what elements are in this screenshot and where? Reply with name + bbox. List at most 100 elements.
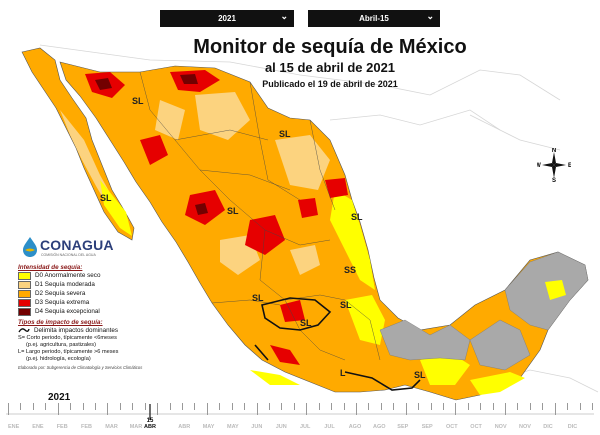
chevron-down-icon: ⌄ xyxy=(280,11,288,21)
water-drop-icon xyxy=(23,237,37,257)
timeline-month-label[interactable]: DIC xyxy=(567,424,578,430)
timeline-tick xyxy=(592,403,593,410)
timeline-tick xyxy=(70,403,72,410)
timeline-tick xyxy=(206,403,208,415)
timeline-month-label[interactable]: MAR xyxy=(129,424,143,430)
legend-swatch xyxy=(18,289,31,298)
timeline-tick xyxy=(268,403,270,410)
map-label: SL xyxy=(252,293,264,303)
legend-swatch xyxy=(18,271,31,280)
timeline-tick xyxy=(244,403,246,410)
conagua-logo: CONAGUA COMISIÓN NACIONAL DEL AGUA xyxy=(21,236,114,260)
compass-w: W xyxy=(537,163,541,169)
impact-boundary-label: Delimita impactos dominantes xyxy=(34,327,118,334)
timeline-tick xyxy=(281,403,283,410)
timeline-month-label[interactable]: ABR xyxy=(178,424,191,430)
map-label: SL xyxy=(279,129,291,139)
timeline-month-label[interactable]: OCT xyxy=(446,424,458,430)
impact-heading: Tipos de impacto de sequía: xyxy=(18,319,103,326)
credit-text: Elaborado por: Subgerencia de Climatolog… xyxy=(18,365,143,370)
timeline-tick xyxy=(505,403,506,415)
compass-e: E xyxy=(568,163,571,169)
timeline-tick xyxy=(380,403,382,410)
timeline-current-day: 15 xyxy=(146,418,154,424)
legend-item: D3 Sequía extrema xyxy=(18,298,198,307)
chevron-down-icon: ⌄ xyxy=(426,11,434,21)
map-label: SL xyxy=(100,193,112,203)
timeline-tick xyxy=(157,403,159,415)
timeline-month-label[interactable]: MAY xyxy=(202,424,215,430)
timeline-tick xyxy=(182,403,183,410)
timeline-month-label[interactable]: MAR xyxy=(105,424,118,430)
timeline-month-label[interactable]: NOV xyxy=(494,424,507,430)
intensity-heading: Intensidad de sequía: xyxy=(18,264,83,271)
timeline-month-label[interactable]: NOV xyxy=(519,424,531,430)
legend-swatch xyxy=(18,280,31,289)
timeline-month-label[interactable]: FEB xyxy=(81,424,92,430)
timeline-tick xyxy=(231,403,233,410)
legend-swatch xyxy=(18,307,31,316)
legend: Intensidad de sequía: D0 Anormalmente se… xyxy=(18,264,198,370)
timeline-tick xyxy=(318,403,320,410)
legend-swatch xyxy=(18,298,31,307)
timeline-year: 2021 xyxy=(48,392,71,403)
timeline-month-label[interactable]: JUN xyxy=(251,424,263,430)
timeline-tick xyxy=(256,403,258,415)
map-label: SL xyxy=(340,300,352,310)
long-term-label: L= Largo periodo, típicamente >6 meses xyxy=(18,349,119,355)
timeline-tick xyxy=(442,403,444,410)
timeline-tick xyxy=(169,403,171,410)
timeline-tick xyxy=(219,403,221,410)
boundary-line-icon xyxy=(18,328,30,333)
timeline-tick xyxy=(554,403,556,415)
timeline-tick xyxy=(529,403,531,410)
no-drought-regions xyxy=(379,251,589,371)
timeline-tick xyxy=(480,403,482,410)
timeline-month-label[interactable]: JUL xyxy=(324,424,335,430)
date-select-value: Abril-15 xyxy=(359,14,389,23)
year-select[interactable]: 2021 ⌄ xyxy=(160,10,294,27)
timeline-slider[interactable] xyxy=(0,402,600,435)
timeline-current-month: ABR xyxy=(144,424,156,430)
date-select[interactable]: Abril-15 ⌄ xyxy=(308,10,440,27)
legend-label: D0 Anormalmente seco xyxy=(35,272,101,279)
compass-s: S xyxy=(552,178,556,182)
short-term-label: S= Corto periodo, típicamente <6meses xyxy=(18,335,117,341)
timeline-month-label[interactable]: ENE xyxy=(8,424,20,430)
compass-rose-icon: N S E W xyxy=(537,148,571,182)
timeline-month-label[interactable]: AGO xyxy=(348,424,362,430)
timeline-tick xyxy=(107,403,109,415)
timeline-month-label[interactable]: DIC xyxy=(543,424,553,430)
timeline-month-label[interactable]: MAY xyxy=(227,424,239,430)
timeline-month-label[interactable]: JUN xyxy=(275,424,287,430)
map-label: SL xyxy=(351,212,363,222)
map-label: SL xyxy=(414,370,426,380)
timeline-tick xyxy=(467,403,469,410)
date-subtitle: al 15 de abril de 2021 xyxy=(264,60,396,75)
legend-label: D4 Sequía excepcional xyxy=(35,308,100,315)
timeline-month-label[interactable]: SEP xyxy=(421,424,433,430)
timeline-month-label[interactable]: ENE xyxy=(32,424,44,430)
timeline-tick xyxy=(95,403,96,410)
timeline-tick xyxy=(194,403,196,410)
timeline-tick xyxy=(82,403,84,410)
legend-item: D2 Sequía severa xyxy=(18,289,198,298)
timeline-tick xyxy=(355,403,357,415)
published-date: Publicado el 19 de abril de 2021 xyxy=(262,79,398,89)
timeline-tick xyxy=(542,403,544,410)
timeline-tick xyxy=(430,403,432,410)
timeline-month-label[interactable]: JUL xyxy=(300,424,311,430)
logo-name: CONAGUA xyxy=(40,237,114,253)
timeline-tick xyxy=(567,403,569,410)
map-label: SL xyxy=(300,318,312,328)
map-label: SL xyxy=(132,96,144,106)
timeline-month-label[interactable]: OCT xyxy=(470,424,482,430)
timeline-tick xyxy=(368,403,370,410)
timeline-month-label[interactable]: AGO xyxy=(373,424,386,430)
impact-boundaries xyxy=(254,297,421,391)
timeline-month-label[interactable]: FEB xyxy=(56,424,68,430)
timeline-month-label[interactable]: SEP xyxy=(397,424,409,430)
timeline-tick xyxy=(343,403,345,410)
timeline-tick xyxy=(418,403,419,410)
